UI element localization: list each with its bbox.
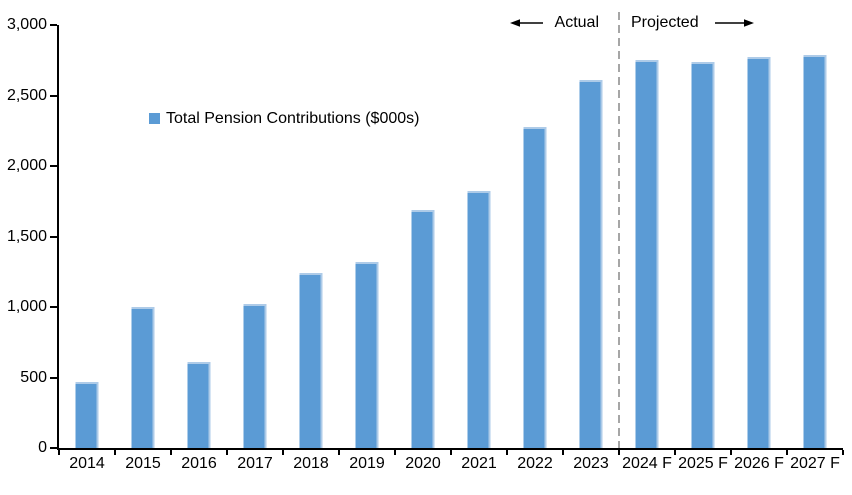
bar-2016 bbox=[187, 362, 211, 448]
x-tick-mark bbox=[170, 450, 172, 455]
x-tick-mark bbox=[618, 450, 620, 455]
projected-label: Projected bbox=[631, 14, 699, 31]
x-tick-mark bbox=[450, 450, 452, 455]
y-tick-label: 1,000 bbox=[6, 298, 47, 316]
legend-marker-icon bbox=[149, 113, 160, 125]
legend: Total Pension Contributions ($000s) bbox=[149, 109, 419, 128]
bar-2014 bbox=[75, 381, 99, 448]
x-tick-mark bbox=[674, 450, 676, 455]
y-tick-mark bbox=[50, 376, 57, 379]
x-tick-label: 2024 F bbox=[622, 455, 672, 472]
x-tick-label: 2018 bbox=[293, 455, 329, 472]
y-tick-label: 2,500 bbox=[6, 86, 47, 104]
legend-label: Total Pension Contributions ($000s) bbox=[166, 110, 420, 127]
x-tick-mark bbox=[226, 450, 228, 455]
actual-label: Actual bbox=[554, 14, 599, 31]
x-tick-label: 2020 bbox=[405, 455, 441, 472]
bar-2021 bbox=[467, 191, 491, 448]
right-arrow-icon bbox=[714, 18, 754, 27]
x-tick-label: 2015 bbox=[125, 455, 161, 472]
bar-2026 F bbox=[747, 57, 771, 448]
bar-2023 bbox=[579, 80, 603, 448]
y-tick-mark bbox=[50, 306, 57, 309]
x-tick-mark bbox=[114, 450, 116, 455]
x-tick-mark bbox=[58, 450, 60, 455]
y-tick-label: 3,000 bbox=[6, 16, 47, 33]
x-tick-label: 2017 bbox=[237, 455, 273, 472]
left-arrow-icon bbox=[509, 18, 543, 27]
bar-2017 bbox=[243, 304, 267, 448]
x-tick-label: 2019 bbox=[349, 455, 385, 472]
y-tick-mark bbox=[50, 235, 57, 238]
x-tick-mark bbox=[842, 450, 844, 455]
x-tick-mark bbox=[562, 450, 564, 455]
actual-projected-divider bbox=[618, 12, 620, 448]
actual-annotation: Actual bbox=[495, 13, 599, 32]
x-tick-mark bbox=[786, 450, 788, 455]
y-tick-mark bbox=[50, 24, 57, 26]
x-tick-mark bbox=[338, 450, 340, 455]
x-tick-label: 2016 bbox=[181, 455, 217, 472]
x-tick-mark bbox=[506, 450, 508, 455]
bar-2020 bbox=[411, 209, 435, 448]
bar-2027 F bbox=[803, 54, 827, 448]
y-tick-mark bbox=[50, 447, 57, 449]
y-tick-mark bbox=[50, 165, 57, 168]
x-tick-label: 2021 bbox=[461, 455, 497, 472]
bar-2018 bbox=[299, 273, 323, 448]
y-tick-label: 500 bbox=[20, 368, 47, 386]
x-tick-label: 2023 bbox=[573, 455, 609, 472]
x-tick-mark bbox=[394, 450, 396, 455]
x-tick-label: 2025 F bbox=[678, 455, 728, 472]
bar-2015 bbox=[131, 307, 155, 448]
x-tick-label: 2027 F bbox=[790, 455, 840, 472]
plot-area: 2014 2015 2016 2017 2018 2019 2020 2021 2022 2023… bbox=[7, 12, 844, 472]
bar-2025 F bbox=[691, 61, 715, 448]
y-tick-label: 2,000 bbox=[6, 157, 47, 175]
x-tick-mark bbox=[282, 450, 284, 455]
y-tick-mark bbox=[50, 94, 57, 97]
bar-2022 bbox=[523, 126, 547, 448]
bar-2024 F bbox=[635, 60, 659, 448]
x-tick-label: 2022 bbox=[517, 455, 553, 472]
bar-2019 bbox=[355, 261, 379, 448]
y-tick-label: 0 bbox=[38, 439, 47, 456]
projected-annotation: Projected bbox=[631, 13, 754, 32]
x-tick-label: 2026 F bbox=[734, 455, 784, 472]
x-tick-mark bbox=[730, 450, 732, 455]
y-tick-label: 1,500 bbox=[6, 227, 47, 245]
x-tick-label: 2014 bbox=[69, 455, 105, 472]
